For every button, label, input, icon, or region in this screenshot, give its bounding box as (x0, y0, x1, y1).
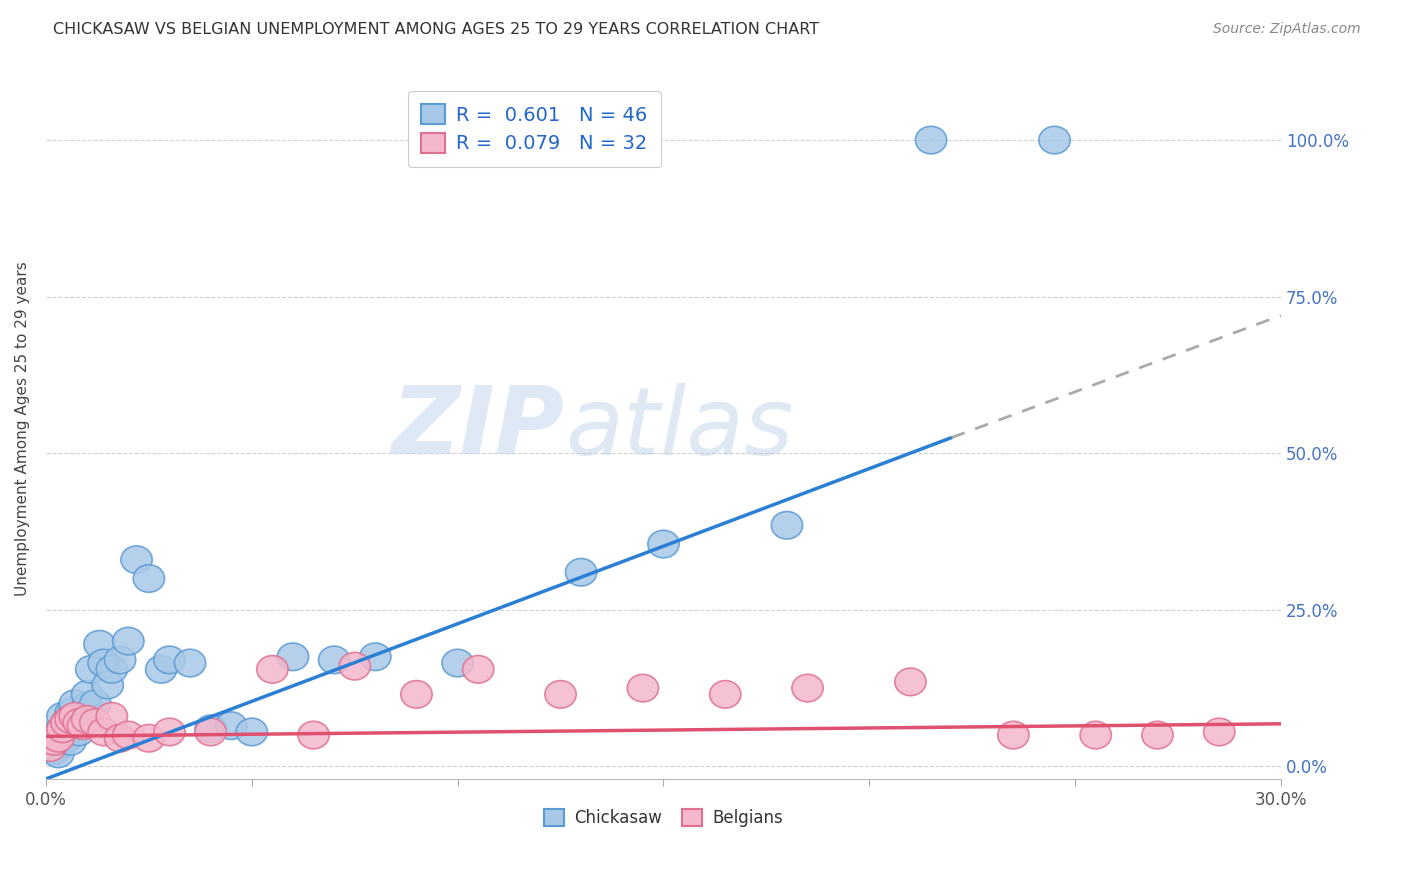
Text: CHICKASAW VS BELGIAN UNEMPLOYMENT AMONG AGES 25 TO 29 YEARS CORRELATION CHART: CHICKASAW VS BELGIAN UNEMPLOYMENT AMONG … (53, 22, 820, 37)
Text: Source: ZipAtlas.com: Source: ZipAtlas.com (1213, 22, 1361, 37)
Legend: Chickasaw, Belgians: Chickasaw, Belgians (537, 802, 789, 834)
Text: ZIP: ZIP (392, 382, 565, 475)
Text: atlas: atlas (565, 383, 793, 474)
Y-axis label: Unemployment Among Ages 25 to 29 years: Unemployment Among Ages 25 to 29 years (15, 260, 30, 596)
